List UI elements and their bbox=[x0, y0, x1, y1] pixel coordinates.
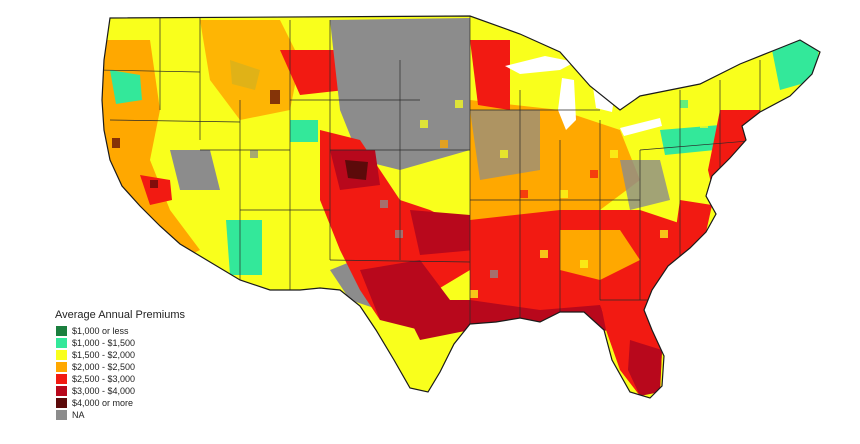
legend-label: $2,500 - $3,000 bbox=[72, 374, 136, 384]
legend-swatch bbox=[56, 398, 67, 408]
region-socal-red bbox=[140, 175, 172, 205]
region-florida-south bbox=[628, 340, 662, 396]
legend-item: $2,500 - $3,000 bbox=[52, 373, 242, 385]
county-texture bbox=[112, 90, 708, 298]
legend-label: $4,000 or more bbox=[72, 398, 134, 408]
legend-swatch bbox=[56, 338, 67, 348]
legend: Average Annual Premiums $1,000 or less $… bbox=[52, 309, 242, 421]
region-oklahoma-darkred bbox=[410, 210, 475, 255]
legend-swatch bbox=[56, 374, 67, 384]
lake-erie bbox=[620, 118, 662, 136]
region-montana-red bbox=[280, 50, 345, 95]
region-nevada-gray bbox=[170, 150, 220, 190]
region-new-england-green bbox=[770, 40, 820, 90]
great-lakes bbox=[505, 56, 662, 136]
legend-label: NA bbox=[72, 410, 85, 420]
legend-label: $1,500 - $2,000 bbox=[72, 350, 136, 360]
legend-items: $1,000 or less $1,000 - $1,500 $1,500 - … bbox=[52, 325, 242, 421]
legend-item: $1,000 or less bbox=[52, 325, 242, 337]
legend-swatch bbox=[56, 410, 67, 420]
region-pennsylvania-green bbox=[660, 125, 720, 155]
legend-item: $2,000 - $2,500 bbox=[52, 361, 242, 373]
legend-item: $4,000 or more bbox=[52, 397, 242, 409]
legend-item: $3,000 - $4,000 bbox=[52, 385, 242, 397]
region-arizona-green bbox=[226, 220, 262, 275]
legend-swatch bbox=[56, 362, 67, 372]
lake-huron bbox=[592, 80, 616, 112]
legend-item: NA bbox=[52, 409, 242, 421]
legend-item: $1,000 - $1,500 bbox=[52, 337, 242, 349]
region-northwest-green bbox=[110, 70, 142, 104]
legend-swatch bbox=[56, 326, 67, 336]
legend-swatch bbox=[56, 350, 67, 360]
lake-michigan bbox=[558, 78, 576, 130]
legend-label: $3,000 - $4,000 bbox=[72, 386, 136, 396]
legend-label: $1,000 or less bbox=[72, 326, 129, 336]
legend-item: $1,500 - $2,000 bbox=[52, 349, 242, 361]
legend-label: $1,000 - $1,500 bbox=[72, 338, 136, 348]
legend-title: Average Annual Premiums bbox=[55, 309, 186, 321]
state-borders bbox=[102, 16, 761, 330]
lake-superior bbox=[505, 56, 575, 74]
legend-swatch bbox=[56, 386, 67, 396]
region-midwest-gray bbox=[470, 110, 540, 180]
region-colorado-green bbox=[290, 120, 318, 142]
region-colorado-maroon bbox=[345, 160, 368, 180]
legend-label: $2,000 - $2,500 bbox=[72, 362, 136, 372]
region-minnesota-red bbox=[470, 40, 510, 110]
region-appalachia-gray bbox=[620, 160, 670, 210]
